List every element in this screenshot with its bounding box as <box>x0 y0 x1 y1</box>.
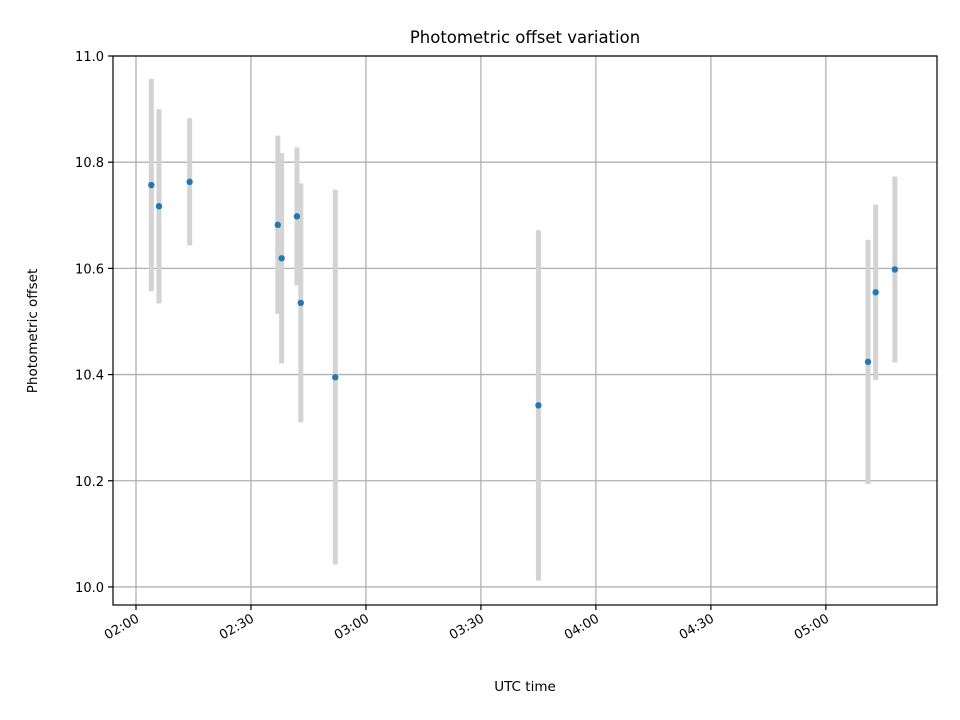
data-point <box>297 299 304 307</box>
y-axis-label: Photometric offset <box>25 269 41 393</box>
x-tick-label: 02:00 <box>102 611 142 643</box>
chart-title: Photometric offset variation <box>410 28 640 47</box>
y-tick-label: 10.4 <box>75 369 104 384</box>
data-point <box>864 358 872 366</box>
y-tick-label: 10.0 <box>75 581 104 596</box>
grid-layer <box>113 55 937 605</box>
data-point <box>332 374 339 381</box>
data-point <box>278 255 285 262</box>
x-tick-label: 03:00 <box>332 611 372 643</box>
data-point <box>293 213 301 220</box>
x-tick-label: 02:30 <box>217 611 257 643</box>
y-tick-label: 10.6 <box>75 262 104 277</box>
y-tick-label: 11.0 <box>75 50 104 65</box>
x-tick-label: 04:00 <box>562 611 602 643</box>
y-tick-label: 10.2 <box>75 475 104 490</box>
x-axis-label: UTC time <box>494 679 556 695</box>
x-tick-label: 04:30 <box>677 611 717 643</box>
x-tick-label: 05:00 <box>792 611 832 643</box>
data-point <box>186 178 193 186</box>
data-point <box>155 203 163 210</box>
data-point <box>148 181 155 189</box>
data-point <box>891 266 899 273</box>
x-tick-label: 03:30 <box>447 611 487 643</box>
data-point <box>274 221 281 229</box>
point-layer <box>148 178 899 409</box>
error-bar-layer <box>148 78 898 581</box>
y-tick-label: 10.8 <box>75 156 104 171</box>
plot-frame <box>112 55 938 606</box>
data-point <box>872 289 879 296</box>
data-point <box>535 402 542 409</box>
